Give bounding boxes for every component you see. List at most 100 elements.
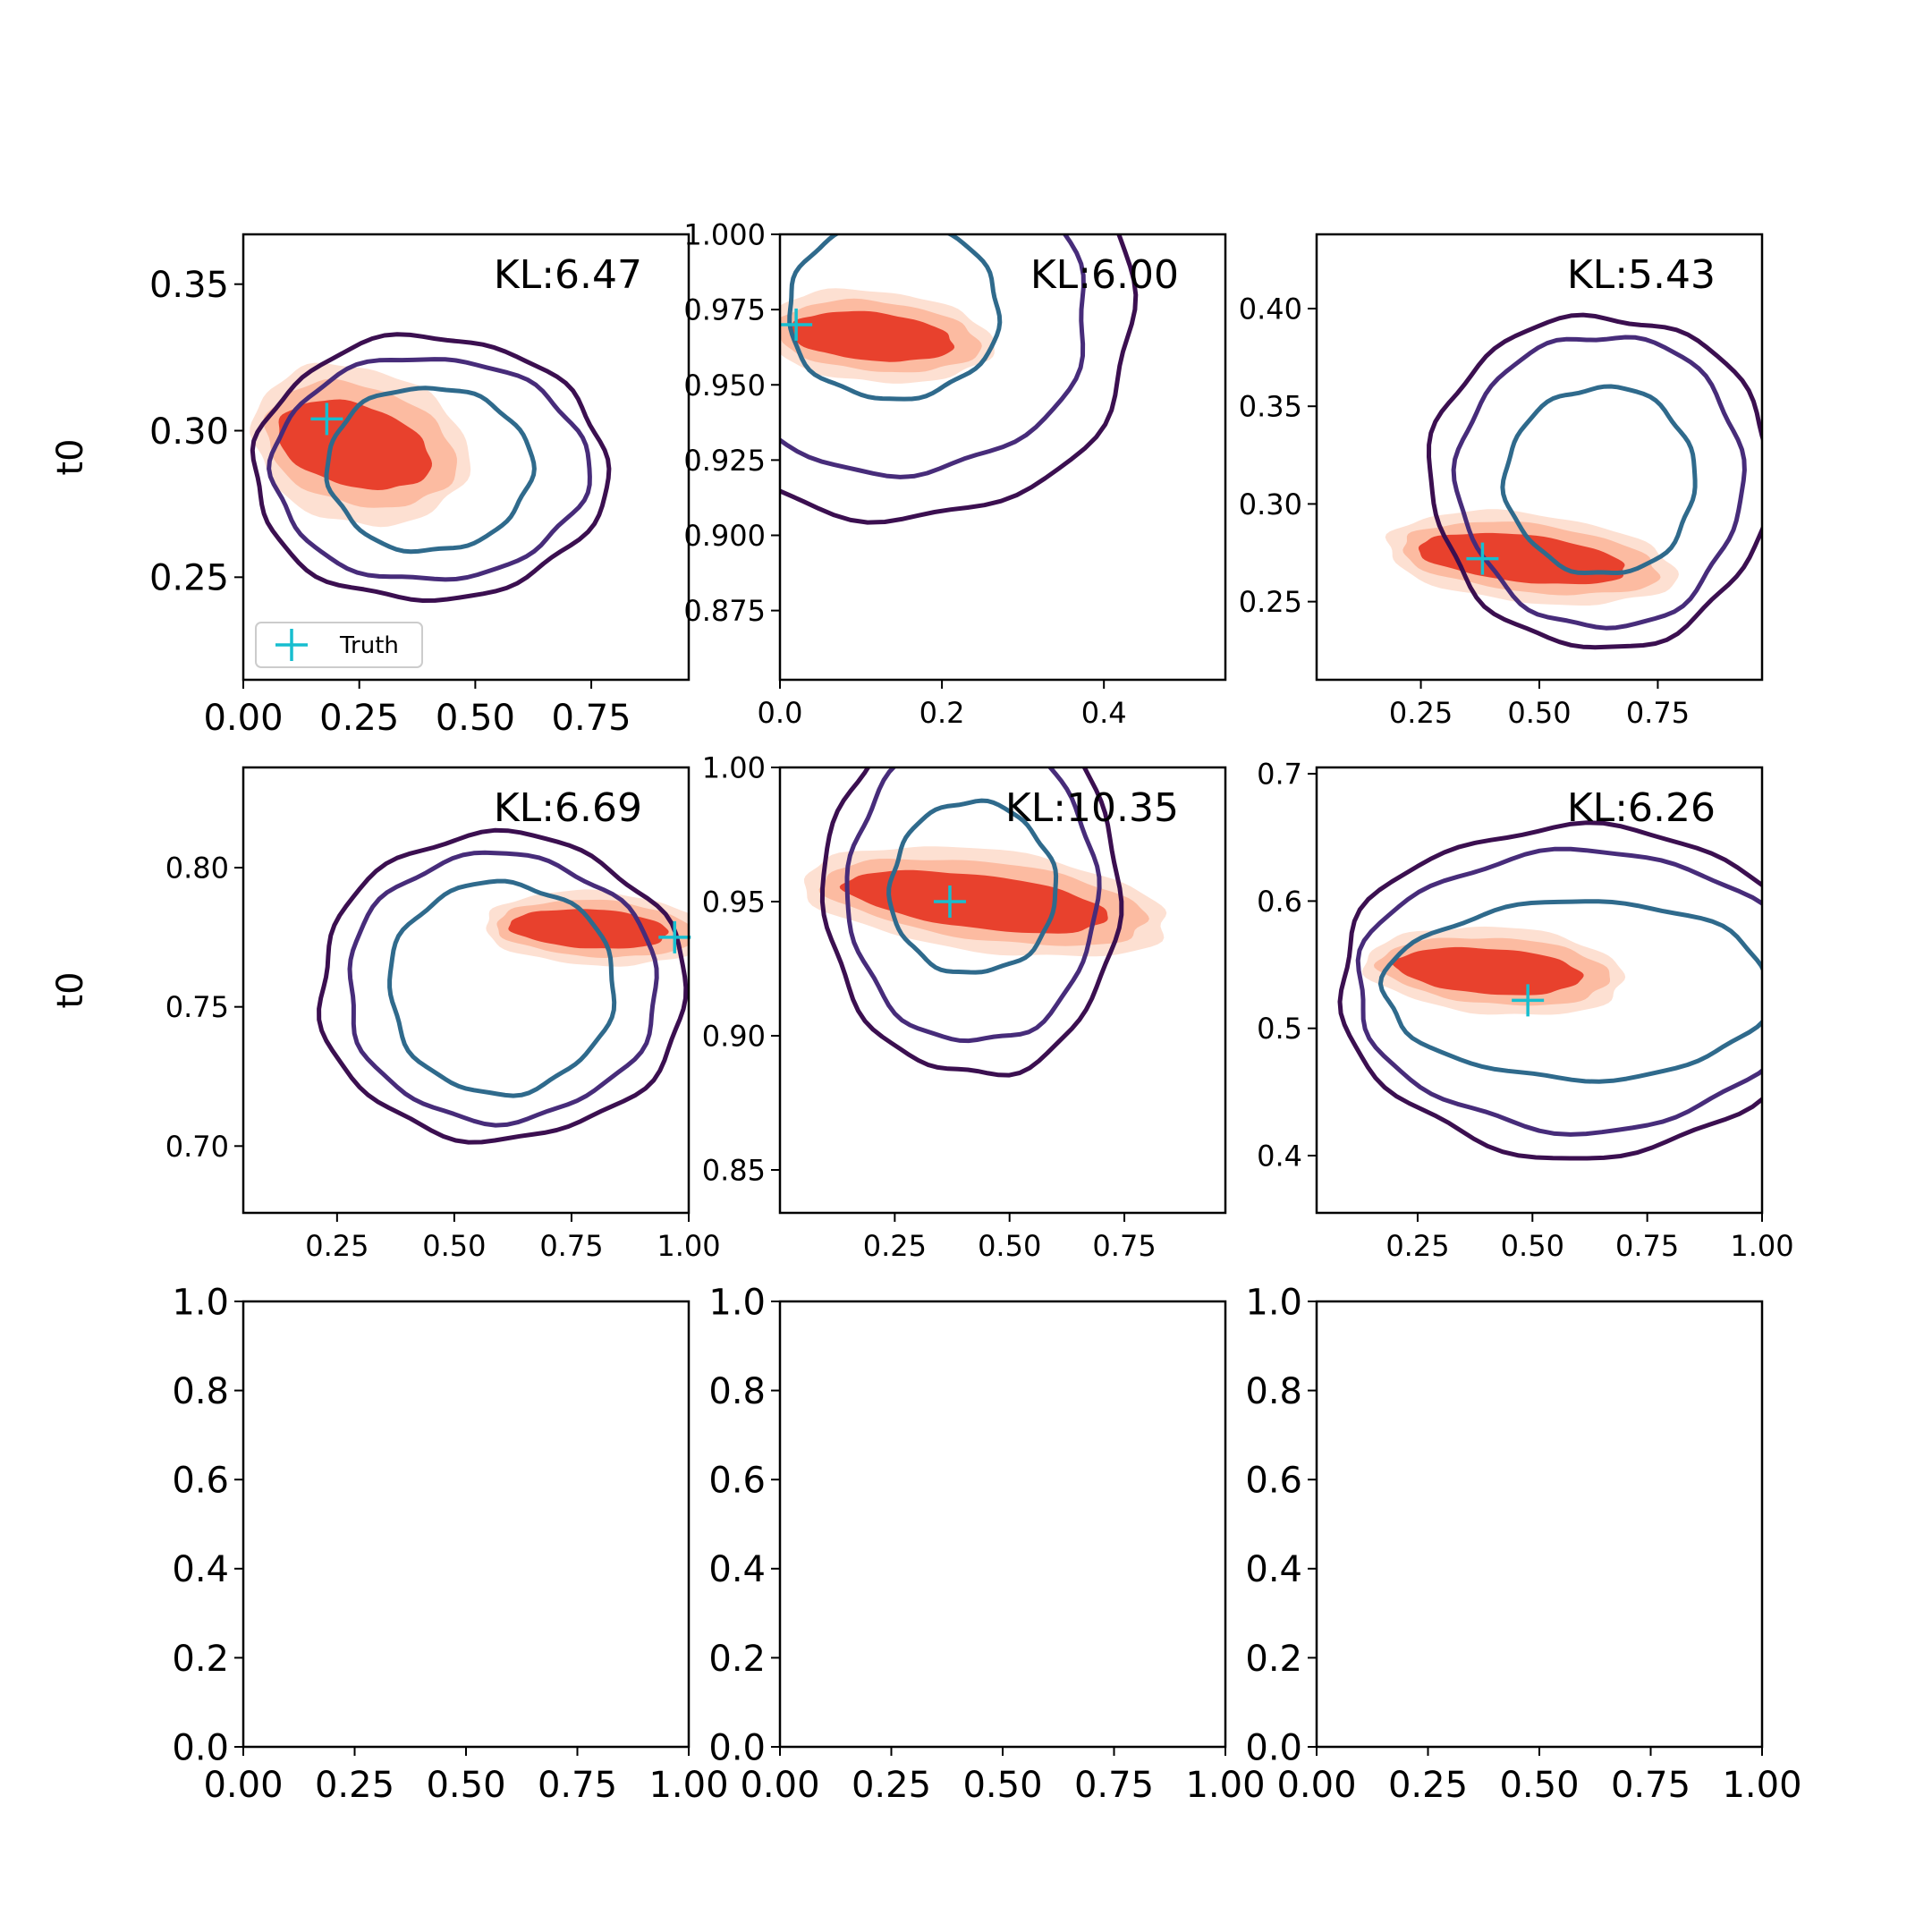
y-tick-label: 0.900 [683,519,766,553]
y-tick-label: 0.35 [1239,390,1302,424]
y-tick-label: 0.6 [708,1461,766,1502]
y-tick-label: 0.0 [708,1727,766,1768]
contour-outer [1337,820,1762,1161]
kl-divergence-label: KL:10.35 [1005,785,1179,831]
y-tick-label: 0.25 [1239,585,1302,619]
density-fill-core [790,310,955,362]
y-tick-label: 0.2 [1245,1639,1302,1680]
y-tick-label: 0.30 [1239,487,1302,521]
contour-outer [250,332,612,603]
truth-marker [933,886,966,918]
contour-outer [780,234,1139,525]
y-tick-label: 0.4 [708,1549,766,1590]
x-tick-label: 0.00 [740,1765,819,1806]
density-fill-core [839,869,1108,934]
y-tick-label: 0.0 [172,1727,229,1768]
axes-frame [1315,766,1764,1215]
y-tick-label: 0.7 [1257,758,1302,792]
x-tick-label: 0.75 [1092,1229,1156,1263]
truth-marker [310,402,343,436]
truth-marker [658,920,691,953]
x-tick-label: 0.75 [539,1229,603,1263]
x-tick-label: 0.75 [1611,1765,1690,1806]
kl-divergence-label: KL:5.43 [1567,252,1716,298]
y-tick-label: 0.0 [1245,1727,1302,1768]
x-tick-label: 0.50 [422,1229,486,1263]
legend-label: Truth [339,632,399,659]
truth-marker [1512,984,1545,1017]
x-tick-label: 0.50 [1501,1229,1564,1263]
truth-marker [1466,542,1499,575]
y-tick-label: 0.975 [683,293,766,327]
y-tick-label: 0.80 [165,852,229,886]
y-tick-label: 0.85 [702,1154,766,1188]
x-tick-label: 0.50 [1499,1765,1579,1806]
x-tick-label: 0.50 [436,698,515,739]
y-tick-label: 1.000 [683,218,766,252]
y-tick-label: 0.8 [1245,1371,1302,1412]
x-tick-label: 0.25 [852,1765,931,1806]
y-tick-label: 0.2 [708,1639,766,1680]
kl-divergence-label: KL:6.47 [494,252,642,298]
subplot-3: KL:5.43 0.25 0.50 0.75 0.25 0.30 0.35 0.40 [1239,233,1764,730]
y-tick-label: 0.6 [1245,1461,1302,1502]
x-tick-label: 0.75 [538,1765,617,1806]
contour-middle [1451,335,1747,631]
contour-middle [1355,846,1762,1137]
density-fill-core [508,909,669,949]
contour-outer [1427,312,1762,650]
x-tick-label: 0.0 [758,696,803,730]
legend-box [255,622,423,668]
x-tick-label: 0.4 [1081,696,1127,730]
subplot-2: KL:6.00 0.0 0.2 0.4 0.875 0.900 0.925 0.950 0.97… [683,218,1227,730]
x-tick-label: 0.25 [1389,696,1453,730]
contour-middle [267,357,592,582]
subplot-9: 0.00 0.25 0.50 0.75 1.00 0.0 0.2 0.4 0.6 0.8 1.0 [1245,1282,1801,1806]
contour-outer [819,767,1124,1078]
y-tick-label: 1.0 [1245,1282,1302,1323]
x-tick-label: 0.25 [315,1765,394,1806]
y-tick-label: 0.70 [165,1130,229,1164]
contour-inner [324,386,537,555]
x-tick-label: 0.50 [1507,696,1571,730]
plot-area [1337,820,1762,1161]
y-tick-label: 0.4 [1245,1549,1302,1590]
x-tick-label: 1.00 [1730,1229,1793,1263]
y-tick-label: 0.6 [172,1461,229,1502]
axes-frame [778,766,1227,1215]
y-tick-label: 0.925 [683,444,766,478]
axes-frame [778,233,1227,682]
density-fill-core [278,399,432,490]
x-tick-label: 1.00 [648,1765,728,1806]
subplot-6: KL:6.26 0.25 0.50 0.75 1.00 0.4 0.5 0.6 0.7 [1257,758,1794,1263]
y-tick-label: 0.2 [172,1639,229,1680]
contour-outer [317,827,689,1145]
x-tick-label: 0.25 [1385,1229,1449,1263]
y-axis-label: t0 [50,971,91,1008]
x-tick-label: 0.25 [1388,1765,1468,1806]
x-tick-label: 0.00 [1276,1765,1356,1806]
kl-divergence-label: KL:6.26 [1567,785,1716,831]
x-tick-label: 1.00 [1185,1765,1265,1806]
y-tick-label: 0.950 [683,369,766,402]
legend: Truth [255,622,423,668]
x-tick-label: 0.50 [962,1765,1042,1806]
plot-area [250,332,612,603]
subplot-8: 0.00 0.25 0.50 0.75 1.00 0.0 0.2 0.4 0.6 0.8 1.0 [708,1282,1265,1806]
axes-frame [1315,1300,1764,1749]
contour-inner [886,798,1059,975]
y-tick-label: 0.4 [172,1549,229,1590]
kl-divergence-label: KL:6.69 [494,785,642,831]
x-tick-label: 1.00 [1722,1765,1801,1806]
y-tick-label: 0.875 [683,594,766,628]
x-tick-label: 1.00 [657,1229,720,1263]
x-tick-label: 0.25 [305,1229,369,1263]
plot-area [780,234,1139,525]
x-tick-label: 0.25 [863,1229,927,1263]
y-tick-label: 0.25 [149,558,229,599]
x-tick-label: 0.50 [978,1229,1041,1263]
x-tick-label: 0.50 [426,1765,505,1806]
contour-middle [780,234,1086,479]
plot-area [803,767,1167,1078]
